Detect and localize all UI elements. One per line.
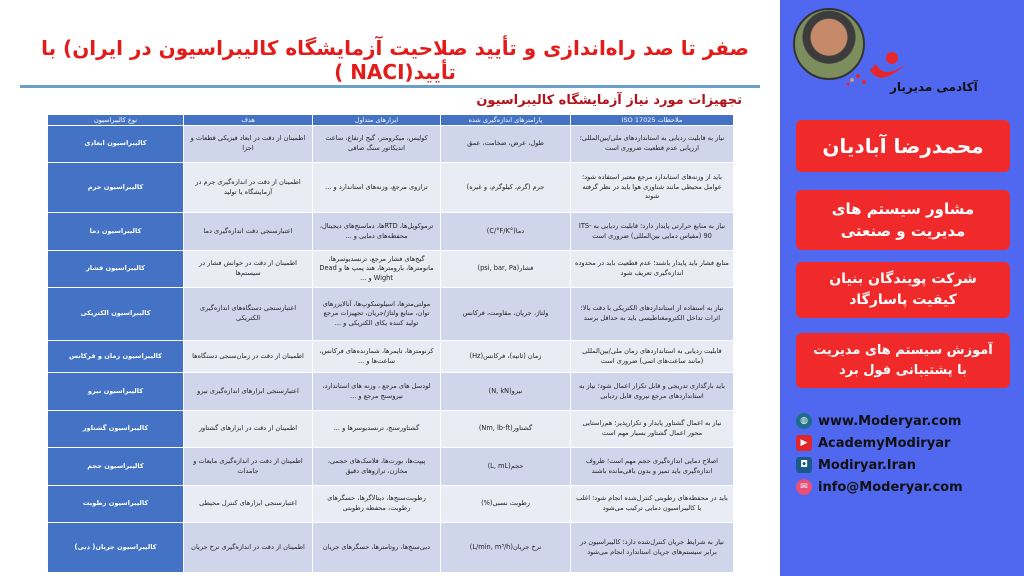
goal-cell: اعتبارسنجی ابزارهای کنترل محیطی [183,485,313,523]
common-tools-cell: ترموکوپل‌ها، RTDها، دماسنج‌های دیجیتال، … [312,212,441,251]
measured-parameters-cell: جرم (گرم، کیلوگرم، و غیره) [440,162,571,213]
iso-17025-notes-cell: نیاز به قابلیت ردیابی به استانداردهای مل… [570,125,734,163]
common-tools-cell: دبی‌سنج‌ها، روتامترها، حسگرهای جریان [312,522,441,573]
calibration-type-cell: کالیبراسیون ابعادی [47,125,184,163]
table-row: کالیبراسیون دما اعتبارسنجی دقت اندازه‌گیر… [47,212,734,251]
table-row: کالیبراسیون فشار اطمینان از دقت در خوانش … [47,250,734,288]
iso-17025-notes-cell: قابلیت ردیابی به استانداردهای زمان ملی/ب… [570,340,734,373]
contact-instagram[interactable]: ◘ Modiryar.Iran [796,454,963,476]
iso-17025-notes-cell: باید در محفظه‌های رطوبتی کنترل‌شده انجام… [570,485,734,523]
contact-youtube[interactable]: ▶ AcademyModiryar [796,432,963,454]
instagram-icon: ◘ [796,457,812,473]
youtube-icon: ▶ [796,435,812,451]
goal-cell: اطمینان از دقت در اندازه‌گیری مایعات و ج… [183,447,313,486]
person-name: محمدرضا آبادیان [796,120,1010,172]
table-row: کالیبراسیون زمان و فرکانس اطمینان از دقت … [47,340,734,373]
common-tools-cell: پیپت‌ها، بورت‌ها، فلاسک‌های حجمی، مخازن،… [312,447,441,486]
divider [20,85,760,88]
iso-17025-notes-cell: نیاز به منابع حرارتی پایدار دارد؛ قابلیت… [570,212,734,251]
common-tools-cell: ترازوی مرجع، وزنه‌های استاندارد و ... [312,162,441,213]
measured-parameters-cell: ولتاژ، جریان، مقاومت، فرکانس [440,287,571,341]
calibration-type-cell: کالیبراسیون گشتاور [47,410,184,448]
email-icon: ✉ [796,479,812,495]
table-row: کالیبراسیون الکتریکی اعتبارسنجی دستگاه‌ها… [47,287,734,341]
iso-17025-notes-cell: نیاز به استفاده از استانداردهای الکتریکی… [570,287,734,341]
contact-email[interactable]: ✉ info@Moderyar.com [796,476,963,498]
contact-text: AcademyModiryar [818,435,951,451]
calibration-type-cell: کالیبراسیون رطوبت [47,485,184,523]
common-tools-cell: گیج‌های فشار مرجع، ترنسدیوسرها، مانومتره… [312,250,441,288]
table-row: کالیبراسیون جرم اطمینان از دقت در اندازه‌… [47,162,734,213]
common-tools-cell: لودسل های مرجع ، وزنه های استاندارد، نیر… [312,372,441,411]
goal-cell: اطمینان از دقت در اندازه‌گیری نرخ جریان [183,522,313,573]
column-header: پارامترهای اندازه‌گیری شده [440,114,571,126]
training-box: آموزش سیستم های مدیریت با پشتیبانی فول ب… [796,333,1010,388]
column-header: ابزارهای متداول [312,114,441,126]
table-row: کالیبراسیون جریان( دبی) اطمینان از دقت در… [47,522,734,573]
measured-parameters-cell: زمان (ثانیه)، فرکانس(Hz) [440,340,571,373]
contact-text: info@Moderyar.com [818,479,963,495]
iso-17025-notes-cell: نیاز به اعمال گشتاور پایدار و تکرارپذیر؛… [570,410,734,448]
table-row: کالیبراسیون نیرو اعتبارسنجی ابزارهای اندا… [47,372,734,411]
calibration-type-cell: کالیبراسیون الکتریکی [47,287,184,341]
measured-parameters-cell: نیرو(N, kN) [440,372,571,411]
common-tools-cell: کرنومترها، تایمرها، شمارنده‌های فرکانس، … [312,340,441,373]
calibration-type-cell: کالیبراسیون نیرو [47,372,184,411]
measured-parameters-cell: گشتاور(Nm, lb-ft) [440,410,571,448]
table-row: کالیبراسیون رطوبت اعتبارسنجی ابزارهای کنت… [47,485,734,523]
avatar [793,8,865,80]
calibration-type-cell: کالیبراسیون زمان و فرکانس [47,340,184,373]
measured-parameters-cell: دما(°C/°F/K) [440,212,571,251]
column-header: نوع کالیبراسیون [47,114,184,126]
company-box: شرکت پویندگان بنیان کیفیت پاسارگاد [796,262,1010,318]
iso-17025-notes-cell: باید از وزنه‌های استاندارد مرجع معتبر اس… [570,162,734,213]
iso-17025-notes-cell: نیاز به شرایط جریان کنترل‌شده دارد؛ کالی… [570,522,734,573]
measured-parameters-cell: حجم(L, mL) [440,447,571,486]
measured-parameters-cell: رطوبت نسبی(%) [440,485,571,523]
column-header: هدف [183,114,313,126]
iso-17025-notes-cell: منابع فشار باید پایدار باشند؛ عدم قطعیت … [570,250,734,288]
calibration-type-cell: کالیبراسیون فشار [47,250,184,288]
common-tools-cell: کولیس، میکرومتر، گیج ارتفاع، ساعت اندیکا… [312,125,441,163]
common-tools-cell: رطوبت‌سنج‌ها، دیتالاگرها، حسگرهای رطوبت،… [312,485,441,523]
brand-name: آکادمی مدیریار [890,80,978,94]
contact-text: www.Moderyar.com [818,413,962,429]
measured-parameters-cell: نرخ جریان(L/min, m³/h) [440,522,571,573]
goal-cell: اعتبارسنجی دقت اندازه‌گیری دما [183,212,313,251]
iso-17025-notes-cell: باید بارگذاری تدریجی و قابل تکرار اعمال … [570,372,734,411]
goal-cell: اعتبارسنجی دستگاه‌های اندازه‌گیری الکتری… [183,287,313,341]
goal-cell: اطمینان از دقت در اندازه‌گیری جرم در آزم… [183,162,313,213]
calibration-equipment-table: نوع کالیبراسیون هدف ابزارهای متداول پارامتر… [47,114,734,573]
calibration-type-cell: کالیبراسیون جرم [47,162,184,213]
measured-parameters-cell: طول، عرض، ضخامت، عمق [440,125,571,163]
goal-cell: اطمینان از دقت در خوانش فشار در سیستم‌ها [183,250,313,288]
academy-logo-icon [846,52,906,86]
column-header: ملاحظات ISO 17025 [570,114,734,126]
goal-cell: اطمینان از دقت در ابزارهای گشتاور [183,410,313,448]
table-row: کالیبراسیون ابعادی اطمینان از دقت در ابعا… [47,125,734,163]
contact-website[interactable]: ◍ www.Moderyar.com [796,410,963,432]
common-tools-cell: مولتی‌مترها، اسیلوسکوپ‌ها، آنالایزرهای ت… [312,287,441,341]
globe-icon: ◍ [796,413,812,429]
contact-text: Modiryar.Iran [818,457,917,473]
goal-cell: اطمینان از دقت در ابعاد فیزیکی قطعات و ا… [183,125,313,163]
calibration-type-cell: کالیبراسیون دما [47,212,184,251]
calibration-type-cell: کالیبراسیون جریان( دبی) [47,522,184,573]
goal-cell: اعتبارسنجی ابزارهای اندازه‌گیری نیرو [183,372,313,411]
measured-parameters-cell: فشار(psi, bar, Pa) [440,250,571,288]
iso-17025-notes-cell: اصلاح دمایی اندازه‌گیری حجم مهم است؛ ظرو… [570,447,734,486]
page-title: صفر تا صد راه‌اندازی و تأیید صلاحیت آزما… [41,36,749,84]
common-tools-cell: گشتاورسنج، ترنسدیوسرها و ... [312,410,441,448]
contact-list: ◍ www.Moderyar.com ▶ AcademyModiryar ◘ Modi… [796,410,963,498]
goal-cell: اطمینان از دقت در زمان‌سنجی دستگاه‌ها [183,340,313,373]
table-header-row: نوع کالیبراسیون هدف ابزارهای متداول پارامتر… [47,114,734,126]
section-subtitle: تجهیزات مورد نیاز آزمایشگاه کالیبراسیون [476,93,742,108]
table-row: کالیبراسیون حجم اطمینان از دقت در اندازه‌… [47,447,734,486]
calibration-type-cell: کالیبراسیون حجم [47,447,184,486]
table-row: کالیبراسیون گشتاور اطمینان از دقت در ابزا… [47,410,734,448]
role-box: مشاور سیستم های مدیریت و صنعتی [796,190,1010,250]
